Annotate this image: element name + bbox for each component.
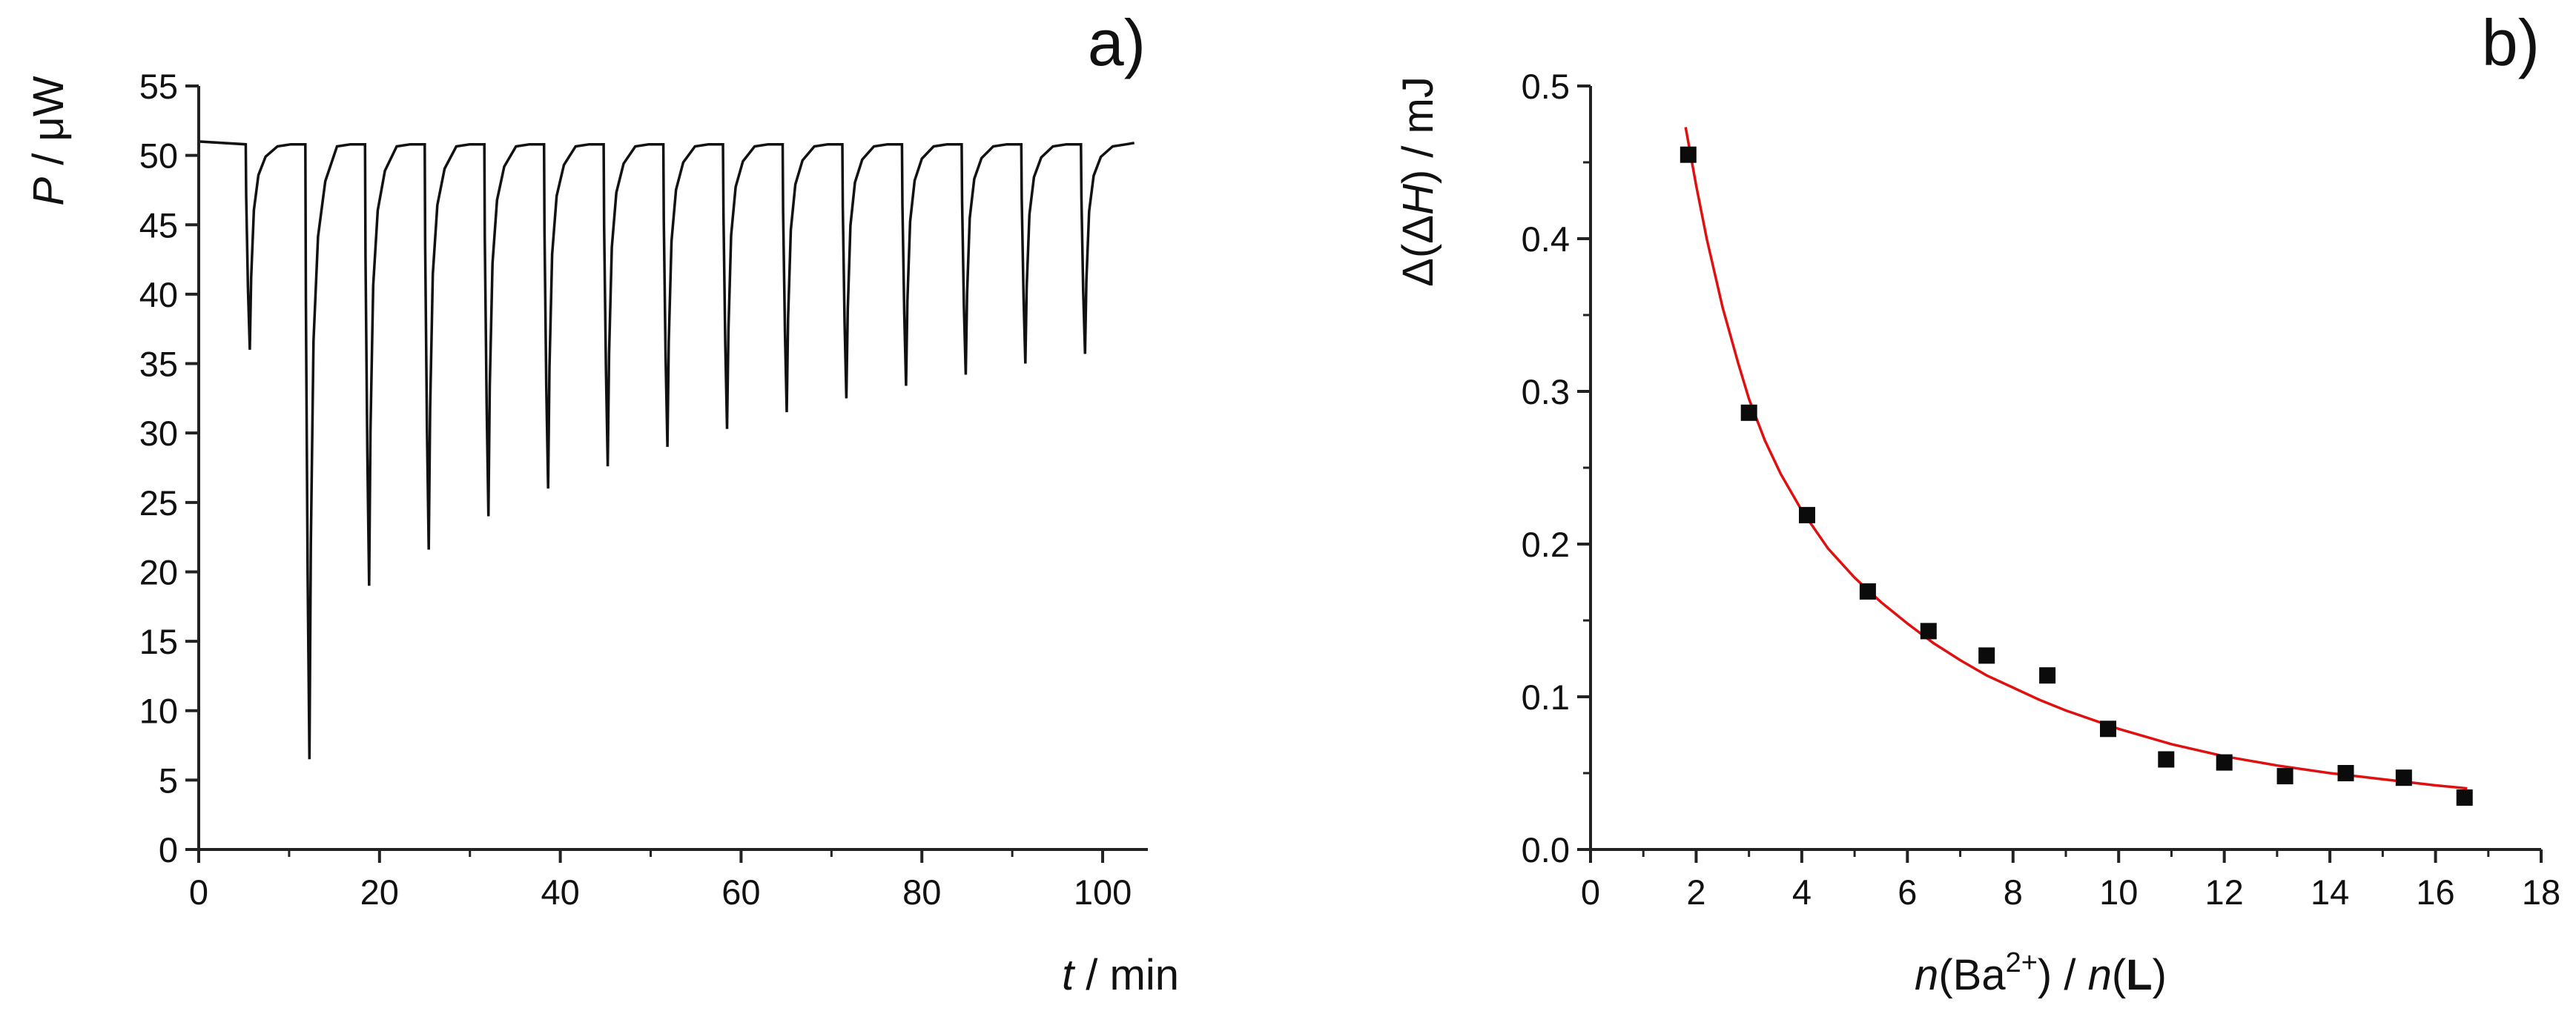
x-label-unit: / min	[1074, 951, 1179, 999]
panel-b-x-tick-labels: 0 2 4 6 8 10 12 14 16 18	[1581, 872, 2560, 912]
panel-b-y-tick-labels: 0.0 0.1 0.2 0.3 0.4 0.5	[1522, 67, 1570, 869]
panel-a-axes	[197, 86, 1148, 851]
x-tick-label: 16	[2416, 872, 2454, 912]
x-label-open: (	[2112, 951, 2126, 999]
x-tick-label: 8	[2004, 872, 2023, 912]
data-point	[2158, 751, 2175, 768]
data-point	[1680, 146, 1697, 163]
y-tick-label: 40	[139, 275, 178, 314]
y-label-h: H	[1394, 184, 1442, 215]
x-tick-label: 14	[2311, 872, 2349, 912]
x-tick-label: 10	[2099, 872, 2138, 912]
data-point	[2039, 667, 2056, 684]
data-point	[2100, 720, 2116, 738]
x-tick-label: 2	[1686, 872, 1705, 912]
y-tick-label: 0.5	[1522, 67, 1570, 106]
x-tick-label: 20	[360, 872, 399, 912]
data-markers	[1680, 146, 2473, 806]
data-point	[1978, 647, 1995, 664]
x-label-ba: (Ba	[1938, 951, 2006, 999]
panel-b-titration: 0 2 4 6 8 10 12 14 16 18 0.00.10.20.30.40.5 b) n(…	[1394, 6, 2560, 999]
x-label-variable: t	[1062, 951, 1076, 999]
thermogram-trace	[198, 140, 1135, 760]
y-tick-label: 5	[159, 761, 178, 800]
panel-a-y-axis-label: P / μW	[24, 76, 73, 205]
x-label-n1: n	[1915, 951, 1938, 999]
y-tick-label: 30	[139, 414, 178, 453]
x-label-n2: n	[2088, 951, 2112, 999]
y-tick-label: 0.0	[1522, 830, 1570, 869]
x-label-ligand: L	[2126, 951, 2152, 999]
x-tick-label: 12	[2205, 872, 2244, 912]
data-point	[2216, 754, 2233, 771]
x-tick-label: 40	[541, 872, 579, 912]
y-tick-label: 45	[139, 205, 178, 245]
x-label-close: )	[2153, 951, 2167, 999]
panel-a-y-tick-labels: 0 5 10 15 20 25 30 35 40 45 50 55	[139, 67, 178, 869]
data-point	[1799, 506, 1815, 523]
y-tick-label: 50	[139, 136, 178, 176]
y-tick-label: 55	[139, 67, 178, 106]
panel-b-label: b)	[2482, 6, 2540, 79]
y-tick-label: 10	[139, 692, 178, 731]
panel-b-y-axis-label: Δ(ΔH) / mJ	[1394, 76, 1442, 287]
data-point	[2276, 768, 2293, 785]
x-tick-label: 6	[1898, 872, 1917, 912]
data-point	[1920, 623, 1937, 640]
y-tick-label: 0.3	[1522, 372, 1570, 411]
y-tick-label: 0	[159, 830, 178, 869]
x-label-divider: ) /	[2038, 951, 2088, 999]
panel-b-x-axis-label: n(Ba2+) / n(L)	[1915, 947, 2167, 999]
x-tick-label: 80	[902, 872, 941, 912]
data-point	[2456, 789, 2473, 806]
panel-b-axes	[1589, 86, 2541, 851]
y-tick-label: 25	[139, 483, 178, 523]
data-point	[1740, 404, 1757, 421]
y-label-unit: ) / mJ	[1394, 76, 1442, 184]
x-tick-label: 18	[2522, 872, 2560, 912]
fit-curve	[1684, 127, 2468, 790]
panel-a-label: a)	[1088, 6, 1146, 79]
y-tick-label: 0.1	[1522, 678, 1570, 717]
y-label-delta: Δ(Δ	[1394, 215, 1442, 287]
y-tick-label: 0.2	[1522, 525, 1570, 564]
x-tick-label: 100	[1074, 872, 1132, 912]
y-tick-label: 35	[139, 345, 178, 384]
panel-a-thermogram: 0 20 40 60 80 100 0 5 10 15 20 25 30 35 40 45 50 55 a) t…	[24, 6, 1179, 999]
panel-a-x-axis-label: t / min	[1062, 951, 1179, 999]
y-tick-label: 20	[139, 552, 178, 592]
x-label-charge: 2+	[2006, 947, 2038, 978]
y-label-unit: / μW	[24, 76, 73, 177]
data-point	[2337, 765, 2354, 781]
data-point	[1859, 583, 1876, 600]
x-tick-label: 60	[721, 872, 760, 912]
y-label-variable: P	[24, 177, 73, 206]
panel-a-x-tick-labels: 0 20 40 60 80 100	[189, 872, 1132, 912]
x-tick-label: 0	[189, 872, 208, 912]
x-tick-label: 0	[1581, 872, 1600, 912]
x-tick-label: 4	[1792, 872, 1812, 912]
panel-a-axis-ticks	[185, 85, 1105, 863]
y-tick-label: 15	[139, 622, 178, 661]
y-tick-label: 0.4	[1522, 219, 1570, 259]
panel-b-axis-ticks	[1577, 85, 2543, 863]
data-point	[2395, 769, 2412, 786]
